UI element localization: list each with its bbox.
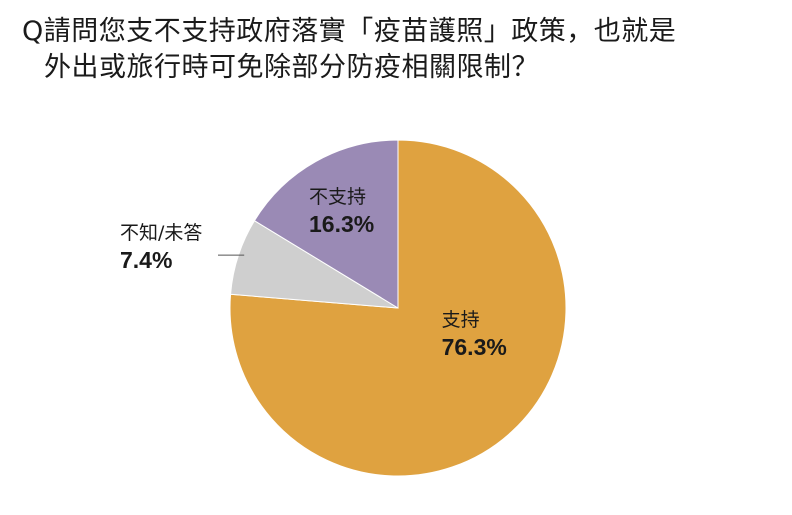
slice-label-oppose: 不支持 [309, 186, 366, 208]
slice-value-oppose: 16.3% [309, 211, 374, 237]
pie-slice-oppose [253, 139, 399, 309]
chart-title-line-2: 外出或旅行時可免除部分防疫相關限制？ [44, 52, 539, 83]
chart-title: Q請問您支不支持政府落實「疫苗護照」政策，也就是 外出或旅行時可免除部分防疫相關… [22, 14, 782, 86]
slice-label-no-answer: 不知/未答 [120, 222, 202, 244]
pie-slices [229, 139, 567, 477]
chart-title-line-1: Q請問您支不支持政府落實「疫苗護照」政策，也就是 [22, 16, 677, 47]
pie-slice-support [229, 139, 567, 477]
slice-label-support: 支持 [442, 309, 480, 331]
slice-value-support: 76.3% [442, 334, 507, 360]
slice-value-no-answer: 7.4% [120, 247, 172, 273]
pie-labels: 支持 76.3% 不知/未答 7.4% 不支持 16.3% [120, 186, 507, 360]
